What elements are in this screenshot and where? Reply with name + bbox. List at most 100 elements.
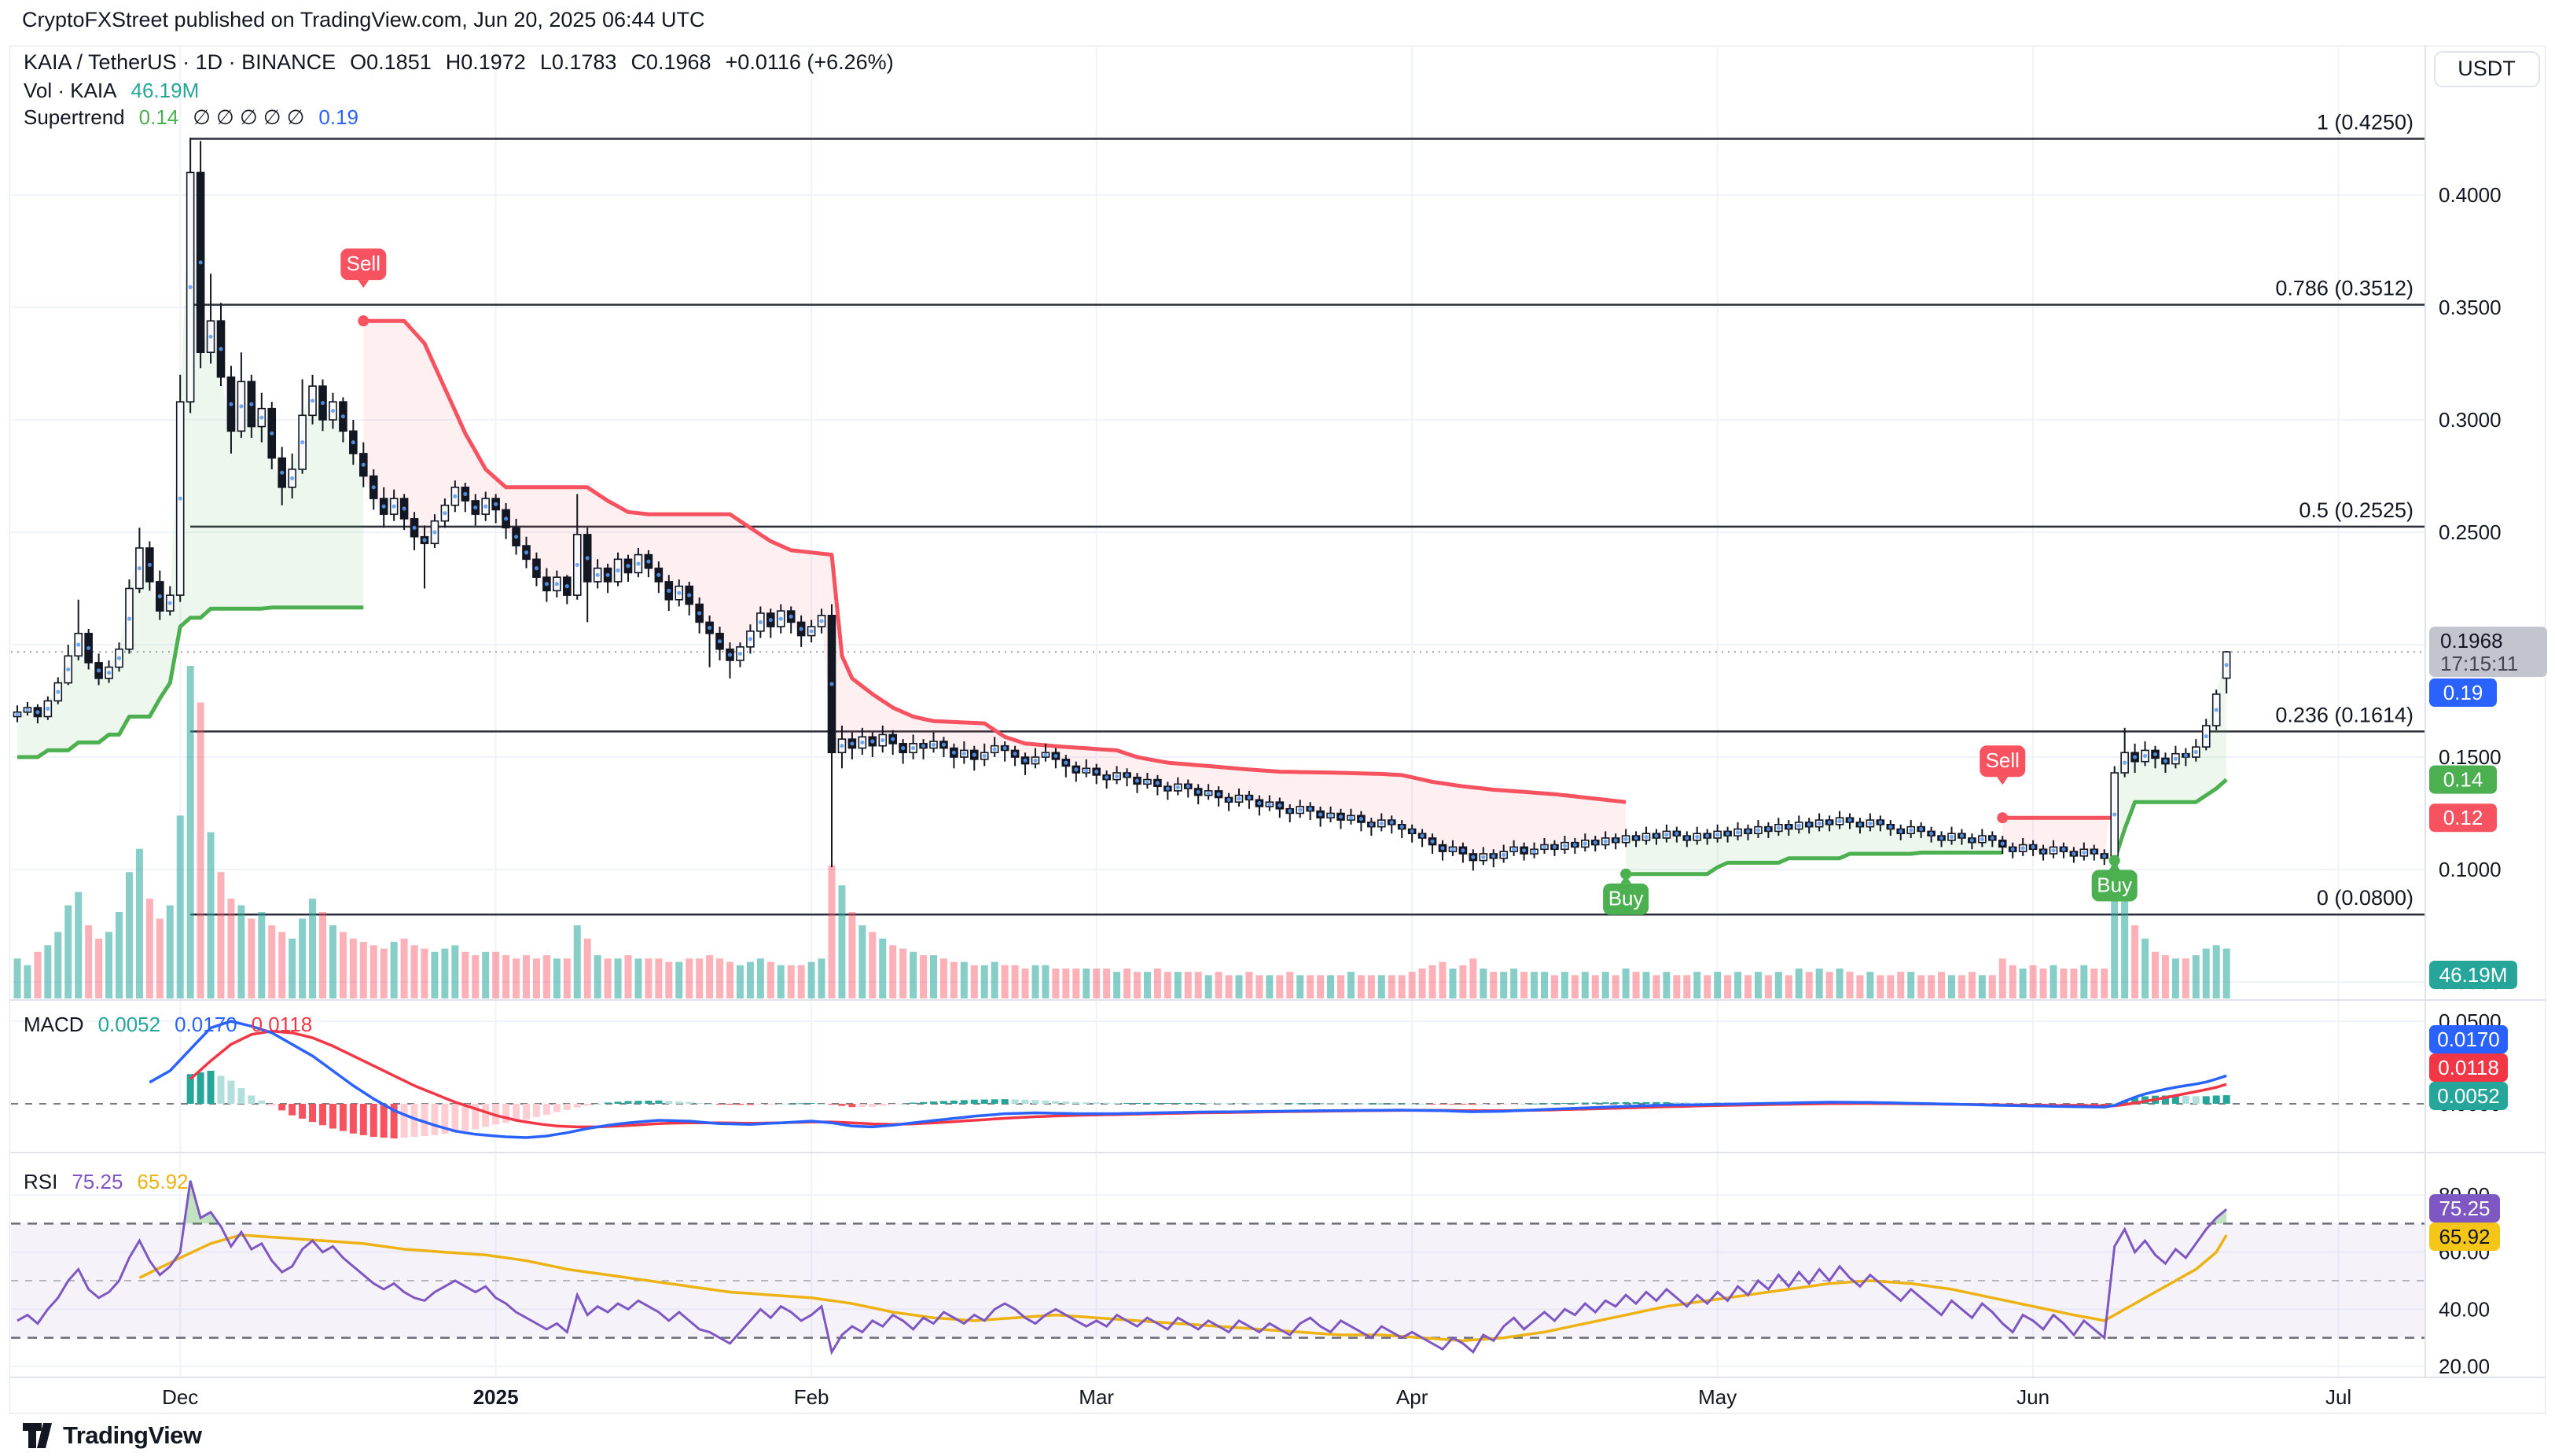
volume-bar xyxy=(1825,972,1833,998)
macd-hist-badge xyxy=(2429,1082,2508,1110)
supertrend-legend-segment: 0.19 xyxy=(318,105,358,129)
macd-hist-bar xyxy=(451,1104,459,1133)
volume-bar xyxy=(1591,975,1599,998)
volume-bar xyxy=(2131,925,2139,998)
candle-dot xyxy=(2224,663,2229,667)
candle-dot xyxy=(198,260,203,265)
macd-hist-bar xyxy=(1388,1103,1395,1105)
candle-dot xyxy=(2000,841,2005,846)
macd-hist-bar xyxy=(2080,1104,2088,1105)
volume-bar xyxy=(573,925,581,998)
candle-dot xyxy=(310,399,315,403)
symbol-legend-segment: C0.1968 xyxy=(630,50,711,74)
candle-dot xyxy=(961,752,966,756)
macd-hist-bar xyxy=(614,1101,622,1104)
symbol-legend-segment: O0.1851 xyxy=(350,50,432,74)
candle-dot xyxy=(1745,829,1751,833)
volume-bar xyxy=(2222,948,2230,998)
macd-hist-bar xyxy=(542,1104,550,1116)
candle-dot xyxy=(330,408,336,414)
candle-dot xyxy=(1858,822,1862,827)
macd-hist-bar xyxy=(1683,1102,1691,1104)
trade-markers: Sell Buy Sell Buy xyxy=(340,248,2138,915)
macd-hist-bar xyxy=(634,1101,642,1104)
macd-hist-bar xyxy=(1317,1103,1325,1105)
marker-pointer xyxy=(1997,777,2009,785)
supertrend-up-badge xyxy=(2429,678,2497,707)
macd-hist-bar xyxy=(1042,1100,1050,1104)
last-price-badge-price: 0.1968 xyxy=(2440,629,2503,653)
macd-legend-segment: 0.0118 xyxy=(252,1013,313,1036)
candle-dot xyxy=(1868,821,1873,825)
rsi-scale-tick: 20.00 xyxy=(2439,1355,2490,1378)
candle-dot xyxy=(453,494,458,498)
macd-hist-bar xyxy=(2202,1096,2210,1104)
volume-bar xyxy=(1907,972,1915,998)
macd-hist-bar xyxy=(1215,1103,1222,1105)
macd-hist-bar xyxy=(991,1099,998,1104)
candle-dot xyxy=(1726,831,1730,836)
candle-dot xyxy=(737,651,743,656)
volume-bar xyxy=(1153,968,1161,998)
candle-dot xyxy=(1929,831,1934,836)
candle-dot xyxy=(2193,749,2198,755)
volume-bar xyxy=(400,938,408,998)
candle-dot xyxy=(2041,849,2046,854)
volume-bar xyxy=(54,932,62,998)
tradingview-brand: TradingView xyxy=(63,1421,202,1449)
price-scale: USDT0.40000.35000.30000.25000.20000.1500… xyxy=(2429,51,2547,1378)
currency-button[interactable] xyxy=(2434,51,2540,87)
volume-bar xyxy=(665,961,673,998)
macd-hist-bar xyxy=(1245,1103,1253,1105)
price-scale-tick: 0.4000 xyxy=(2439,183,2502,207)
volume-bar xyxy=(1143,972,1151,998)
candle-dot xyxy=(1847,818,1852,822)
macd-hist-bar xyxy=(1550,1103,1558,1105)
volume-bar xyxy=(105,932,113,998)
macd-hist-bar xyxy=(1153,1102,1161,1104)
macd-hist-bar xyxy=(573,1104,581,1108)
candle-dot xyxy=(2204,734,2208,739)
buy-marker-dot xyxy=(1620,868,1632,880)
price-scale-tick: 0.2500 xyxy=(2439,520,2502,544)
volume-bar xyxy=(869,932,877,998)
candle-dot xyxy=(1807,822,1811,827)
candle-dot xyxy=(564,584,569,589)
volume-bar xyxy=(1408,972,1416,998)
sell-marker-badge xyxy=(1980,745,2026,778)
volume-bar xyxy=(1805,972,1813,998)
volume-bar xyxy=(1815,968,1823,998)
candle-dot xyxy=(717,639,722,644)
publish-title: CryptoFXStreet published on TradingView.… xyxy=(22,8,705,31)
volume-bar xyxy=(268,925,276,998)
symbol-legend-segment: L0.1783 xyxy=(540,50,617,74)
candle-dot xyxy=(1298,807,1303,812)
candle-dot xyxy=(443,511,447,516)
macd-hist-bar xyxy=(960,1100,968,1104)
macd-hist-bar xyxy=(1398,1103,1406,1105)
candle-dot xyxy=(106,671,112,675)
candle-dot xyxy=(1766,826,1770,832)
macd-hist-bar xyxy=(1449,1104,1457,1105)
volume-bar xyxy=(1428,965,1436,998)
macd-hist-bar xyxy=(268,1104,276,1106)
macd-hist-bar xyxy=(299,1104,307,1119)
macd-hist-bar xyxy=(1490,1104,1498,1105)
symbol-legend-segment: H0.1972 xyxy=(446,50,526,74)
candle-dot xyxy=(1705,833,1710,838)
candle-dot xyxy=(1664,833,1669,837)
volume-bar xyxy=(1744,975,1752,998)
volume-bar xyxy=(309,899,317,998)
candle-dot xyxy=(1267,802,1272,807)
volume-bar xyxy=(563,958,571,998)
sell-marker-dot xyxy=(358,315,369,327)
supertrend-red-badge xyxy=(2429,803,2497,833)
candle-dot xyxy=(2112,812,2117,817)
macd-hist-bar xyxy=(807,1102,815,1104)
volume-bar xyxy=(1021,968,1029,998)
last-price-badge xyxy=(2429,627,2547,678)
rsi-pane xyxy=(11,1180,2425,1355)
volume-bar xyxy=(1418,968,1426,998)
macd-legend-segment: 0.0052 xyxy=(98,1013,161,1036)
